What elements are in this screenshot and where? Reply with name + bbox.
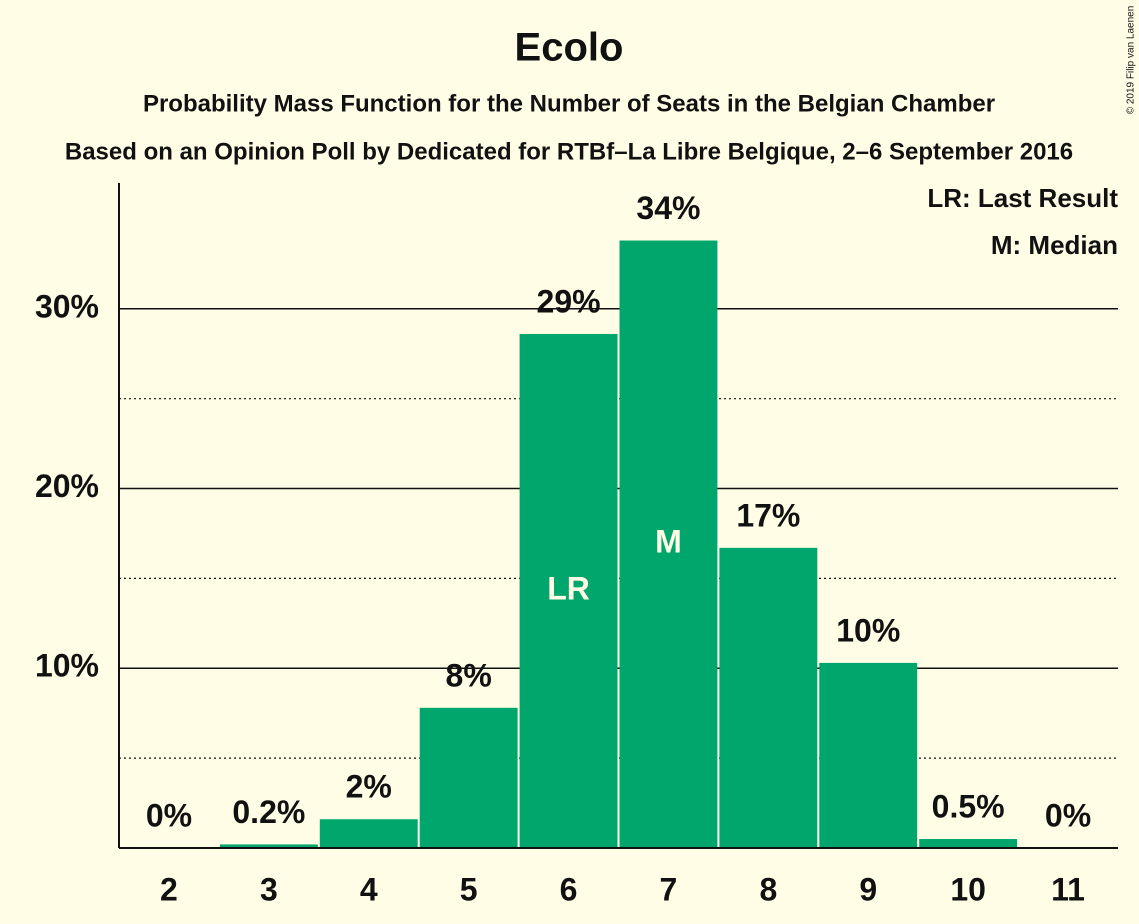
y-tick-label: 10% [35, 648, 99, 684]
x-tick-label: 8 [759, 871, 777, 907]
x-tick-label: 11 [1051, 871, 1085, 907]
x-tick-label: 7 [660, 871, 678, 907]
bar [819, 662, 918, 848]
bar [619, 240, 718, 848]
legend-entry: LR: Last Result [927, 183, 1118, 213]
bar-annotation: LR [547, 570, 590, 606]
value-label: 0% [146, 797, 192, 833]
y-tick-label: 30% [35, 288, 99, 324]
chart-title: Ecolo [515, 26, 624, 70]
value-label: 8% [446, 657, 492, 693]
value-label: 0.5% [932, 788, 1005, 824]
value-label: 10% [836, 612, 900, 648]
value-label: 0% [1045, 797, 1091, 833]
value-label: 34% [636, 190, 700, 226]
x-tick-label: 2 [160, 871, 178, 907]
bar [719, 547, 818, 848]
bar [219, 844, 318, 848]
x-tick-label: 4 [360, 871, 378, 907]
x-tick-label: 3 [260, 871, 278, 907]
bar [319, 819, 418, 848]
value-label: 0.2% [232, 794, 305, 830]
x-tick-label: 10 [950, 871, 986, 907]
copyright: © 2019 Filip van Laenen [1126, 6, 1137, 115]
x-tick-label: 6 [560, 871, 578, 907]
value-label: 29% [537, 283, 601, 319]
bar [919, 839, 1018, 848]
y-tick-label: 20% [35, 468, 99, 504]
x-tick-label: 5 [460, 871, 478, 907]
value-label: 2% [346, 769, 392, 805]
bar [419, 707, 518, 848]
x-tick-label: 9 [859, 871, 877, 907]
value-label: 17% [736, 497, 800, 533]
legend-entry: M: Median [991, 230, 1118, 260]
bar [519, 333, 618, 848]
chart-subtitle: Based on an Opinion Poll by Dedicated fo… [65, 138, 1073, 165]
bar-annotation: M [655, 524, 682, 560]
chart-subtitle: Probability Mass Function for the Number… [143, 90, 995, 117]
